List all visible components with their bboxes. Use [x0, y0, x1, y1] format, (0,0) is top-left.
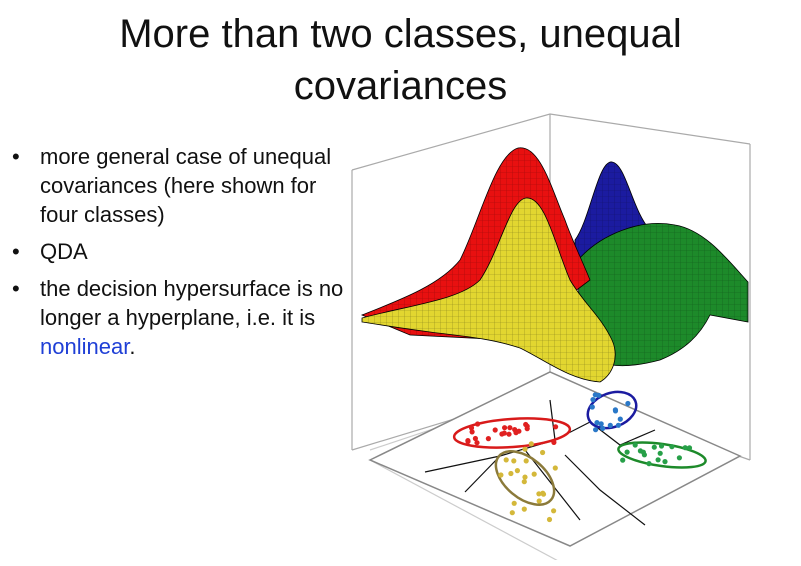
- bullet-item: • more general case of unequal covarianc…: [10, 142, 350, 229]
- bullet-item: • the decision hypersurface is no longer…: [10, 274, 350, 361]
- scatter-point: [682, 445, 688, 451]
- scatter-point: [669, 444, 675, 450]
- scatter-point: [522, 474, 528, 480]
- scatter-point: [531, 471, 537, 477]
- scatter-point: [624, 449, 630, 455]
- bullet-dot: •: [12, 144, 20, 169]
- scatter-point: [521, 506, 527, 512]
- scatter-point: [511, 500, 517, 506]
- green-class-ellipse: [617, 441, 707, 469]
- scatter-point: [502, 425, 508, 431]
- bullet-dot: •: [12, 276, 20, 301]
- scatter-point: [640, 449, 646, 455]
- title-line-2: covariances: [293, 64, 508, 108]
- scatter-point: [686, 445, 693, 451]
- floor-plane: [368, 371, 742, 547]
- scatter-point: [620, 457, 626, 463]
- slide-title: More than two classes, unequal covarianc…: [0, 8, 801, 112]
- scatter-point: [546, 516, 553, 523]
- scatter-point: [474, 440, 480, 446]
- scatter-point: [498, 472, 504, 478]
- scatter-point: [492, 427, 498, 433]
- scatter-point: [499, 431, 505, 437]
- scatter-point: [615, 422, 621, 428]
- bullet-text-end: .: [129, 334, 136, 359]
- scatter-point: [540, 490, 546, 496]
- scatter-point: [553, 424, 559, 430]
- scatter-point: [625, 400, 631, 407]
- scatter-point: [657, 450, 663, 456]
- scatter-point: [662, 459, 668, 465]
- scatter-point: [607, 422, 613, 428]
- scatter-point: [523, 458, 529, 464]
- scatter-point: [524, 426, 530, 432]
- scatter-point: [655, 457, 661, 463]
- scatter-point: [632, 442, 638, 448]
- red-class-ellipse: [452, 417, 572, 449]
- scatter-point: [658, 443, 665, 449]
- scatter-point: [600, 425, 606, 431]
- scatter-point: [594, 420, 600, 426]
- scatter-point: [511, 458, 517, 464]
- bullet-list: • more general case of unequal covarianc…: [10, 142, 350, 369]
- density-surfaces: [360, 147, 749, 383]
- scatter-point: [593, 427, 599, 433]
- scatter-point: [612, 408, 619, 414]
- yellow-class-ellipse: [494, 450, 556, 506]
- scatter-point: [528, 441, 534, 447]
- scatter-point: [551, 439, 557, 445]
- scatter-point: [552, 465, 558, 471]
- scatter-point: [507, 425, 513, 431]
- bullet-dot: •: [12, 239, 20, 264]
- scatter-point: [512, 427, 518, 433]
- scatter-point: [508, 470, 514, 477]
- scatter-point: [475, 421, 481, 427]
- scatter-point: [676, 455, 682, 461]
- scatter-point: [646, 461, 652, 467]
- scatter-point: [468, 425, 475, 431]
- bullet-highlight-nonlinear: nonlinear: [40, 334, 130, 359]
- scatter-point: [503, 457, 509, 463]
- scatter-point: [651, 444, 657, 450]
- scatter-point: [540, 449, 546, 456]
- scatter-point: [598, 421, 604, 427]
- scatter-point: [521, 479, 527, 485]
- scatter-point: [514, 468, 520, 474]
- title-line-1: More than two classes, unequal: [119, 12, 682, 56]
- scatter-point: [617, 416, 623, 422]
- bullet-text: the decision hypersurface is no longer a…: [40, 276, 344, 330]
- scatter-point: [536, 498, 542, 504]
- scatter-point: [472, 435, 478, 442]
- scatter-point: [506, 431, 512, 437]
- scatter-point: [465, 438, 471, 445]
- qda-3d-figure: [351, 113, 751, 560]
- scatter-point: [589, 404, 595, 410]
- scatter-point: [551, 508, 557, 514]
- bullet-text: QDA: [40, 239, 88, 264]
- scatter-point: [469, 429, 475, 435]
- bullet-item: • QDA: [10, 237, 350, 266]
- scatter-point: [590, 397, 596, 403]
- scatter-point: [522, 446, 528, 452]
- scatter-point: [592, 392, 598, 398]
- scatter-point: [485, 436, 491, 442]
- scatter-points: [465, 392, 693, 523]
- bullet-text: more general case of unequal covariances…: [40, 144, 332, 227]
- scatter-point: [536, 491, 542, 497]
- scatter-point: [509, 510, 515, 516]
